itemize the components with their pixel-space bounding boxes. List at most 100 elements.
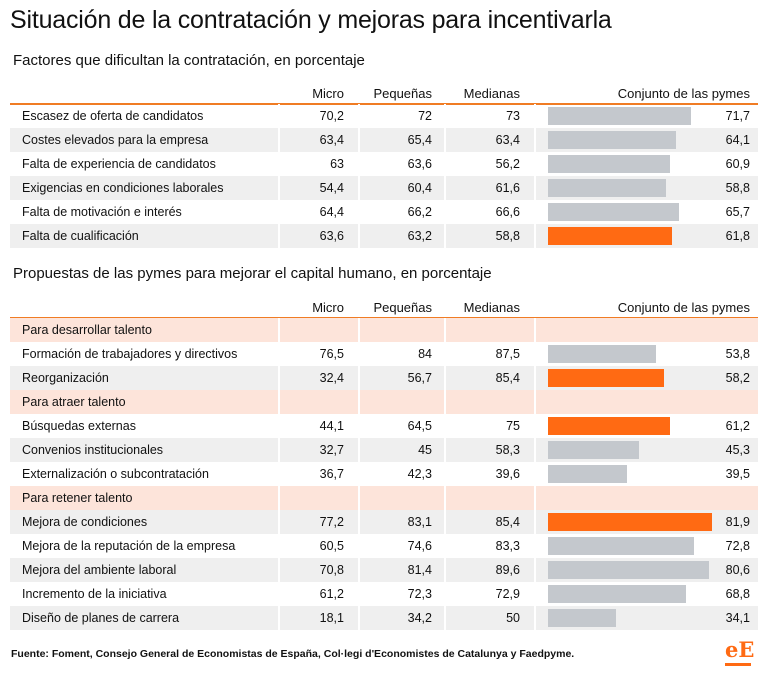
column-separator — [444, 152, 446, 176]
pequenas-value: 56,7 — [407, 371, 432, 385]
conjunto-value: 58,8 — [725, 181, 750, 195]
pequenas-value: 66,2 — [407, 205, 432, 219]
row-label: Falta de motivación e interés — [22, 205, 182, 219]
category-row: Para atraer talento — [10, 390, 758, 414]
column-separator — [534, 582, 536, 606]
table-row: Reorganización 32,4 56,7 85,4 58,2 — [10, 366, 758, 390]
table-2-title: Propuestas de las pymes para mejorar el … — [13, 265, 492, 282]
category-label: Para atraer talento — [22, 395, 126, 409]
conjunto-bar — [548, 203, 680, 221]
column-separator — [358, 366, 360, 390]
row-label: Incremento de la iniciativa — [22, 587, 167, 601]
column-separator — [534, 558, 536, 582]
column-separator — [358, 558, 360, 582]
medianas-value: 87,5 — [495, 347, 520, 361]
table-row: Convenios institucionales 32,7 45 58,3 45,3 — [10, 438, 758, 462]
table-row: Búsquedas externas 44,1 64,5 75 61,2 — [10, 414, 758, 438]
conjunto-value: 61,2 — [725, 419, 750, 433]
micro-value: 76,5 — [319, 347, 344, 361]
t1-header-rule — [10, 103, 758, 105]
pequenas-value: 81,4 — [407, 563, 432, 577]
pequenas-value: 83,1 — [407, 515, 432, 529]
row-label: Falta de experiencia de candidatos — [22, 157, 216, 171]
medianas-value: 85,4 — [495, 371, 520, 385]
column-separator — [358, 176, 360, 200]
column-separator — [444, 606, 446, 630]
pequenas-value: 63,6 — [407, 157, 432, 171]
row-label: Costes elevados para la empresa — [22, 133, 209, 147]
column-separator — [444, 128, 446, 152]
conjunto-bar — [548, 585, 686, 603]
column-separator — [278, 606, 280, 630]
micro-value: 63 — [330, 157, 344, 171]
column-separator — [278, 438, 280, 462]
micro-value: 63,6 — [319, 229, 344, 243]
micro-value: 60,5 — [319, 539, 344, 553]
pequenas-value: 84 — [418, 347, 432, 361]
conjunto-bar — [548, 227, 672, 245]
column-separator — [278, 104, 280, 128]
micro-value: 63,4 — [319, 133, 344, 147]
pequenas-value: 74,6 — [407, 539, 432, 553]
medianas-value: 66,6 — [495, 205, 520, 219]
column-separator — [534, 414, 536, 438]
category-row: Para desarrollar talento — [10, 318, 758, 342]
medianas-value: 75 — [506, 419, 520, 433]
column-separator — [444, 486, 446, 510]
table-row: Externalización o subcontratación 36,7 42,… — [10, 462, 758, 486]
row-label: Reorganización — [22, 371, 109, 385]
column-separator — [278, 152, 280, 176]
micro-value: 70,2 — [319, 109, 344, 123]
conjunto-value: 71,7 — [725, 109, 750, 123]
micro-value: 36,7 — [319, 467, 344, 481]
column-separator — [358, 486, 360, 510]
column-separator — [358, 224, 360, 248]
column-separator — [358, 606, 360, 630]
medianas-value: 85,4 — [495, 515, 520, 529]
table-row: Costes elevados para la empresa 63,4 65,4 6… — [10, 128, 758, 152]
column-separator — [358, 104, 360, 128]
column-separator — [278, 558, 280, 582]
column-separator — [534, 462, 536, 486]
t1-header-conjunto: Conjunto de las pymes — [617, 86, 750, 101]
column-separator — [358, 128, 360, 152]
conjunto-value: 72,8 — [725, 539, 750, 553]
t1-header-medianas: Medianas — [463, 86, 520, 101]
row-label: Escasez de oferta de candidatos — [22, 109, 204, 123]
micro-value: 32,4 — [319, 371, 344, 385]
row-label: Exigencias en condiciones laborales — [22, 181, 224, 195]
medianas-value: 58,8 — [495, 229, 520, 243]
conjunto-bar — [548, 441, 639, 459]
row-label: Diseño de planes de carrera — [22, 611, 180, 625]
column-separator — [534, 342, 536, 366]
column-separator — [444, 342, 446, 366]
pequenas-value: 64,5 — [407, 419, 432, 433]
conjunto-value: 68,8 — [725, 587, 750, 601]
micro-value: 32,7 — [319, 443, 344, 457]
column-separator — [278, 462, 280, 486]
table-row: Incremento de la iniciativa 61,2 72,3 72,9 6… — [10, 582, 758, 606]
column-separator — [444, 558, 446, 582]
medianas-value: 56,2 — [495, 157, 520, 171]
pequenas-value: 72 — [418, 109, 432, 123]
table-row: Escasez de oferta de candidatos 70,2 72 73 7… — [10, 104, 758, 128]
column-separator — [358, 200, 360, 224]
column-separator — [278, 414, 280, 438]
table-row: Mejora de la reputación de la empresa 60,… — [10, 534, 758, 558]
medianas-value: 50 — [506, 611, 520, 625]
pequenas-value: 45 — [418, 443, 432, 457]
column-separator — [278, 128, 280, 152]
column-separator — [444, 510, 446, 534]
column-separator — [534, 104, 536, 128]
column-separator — [278, 176, 280, 200]
conjunto-bar — [548, 179, 666, 197]
row-label: Falta de cualificación — [22, 229, 139, 243]
row-label: Búsquedas externas — [22, 419, 136, 433]
pequenas-value: 72,3 — [407, 587, 432, 601]
column-separator — [278, 200, 280, 224]
column-separator — [358, 534, 360, 558]
column-separator — [534, 200, 536, 224]
micro-value: 77,2 — [319, 515, 344, 529]
t2-header-micro: Micro — [312, 300, 344, 315]
conjunto-bar — [548, 417, 671, 435]
